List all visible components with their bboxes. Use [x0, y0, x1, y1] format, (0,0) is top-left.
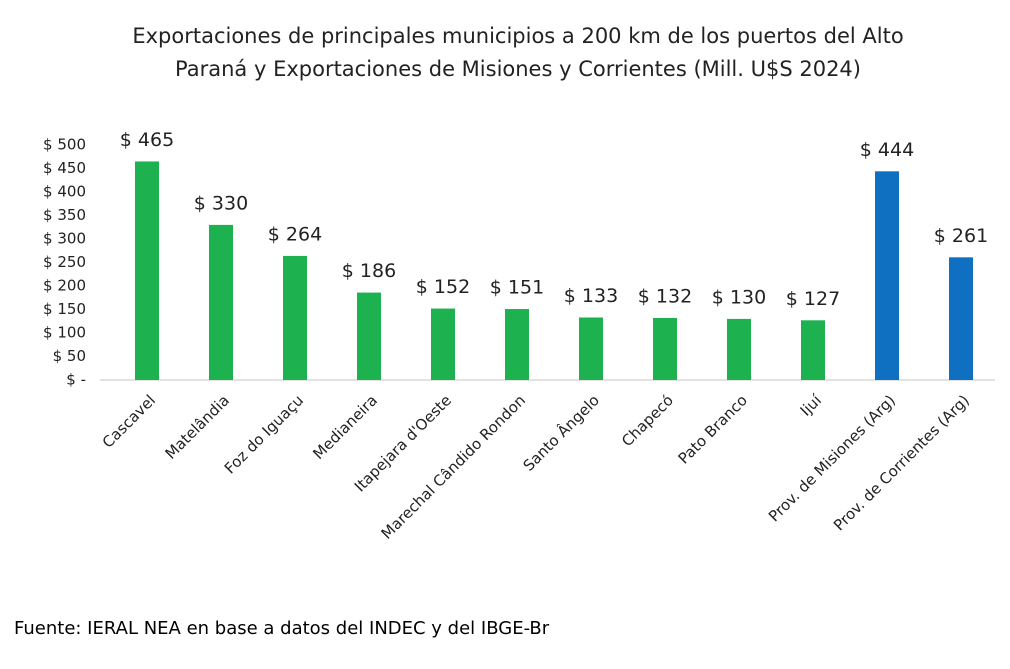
- x-tick-label: Marechal Cândido Rondon: [378, 391, 529, 542]
- data-label: $ 151: [490, 277, 544, 299]
- bar: [727, 318, 751, 380]
- x-tick-label: Matelândia: [162, 391, 233, 462]
- data-label: $ 127: [786, 288, 840, 310]
- bar: [875, 171, 899, 380]
- data-label: $ 261: [934, 225, 988, 247]
- data-label: $ 264: [268, 223, 322, 245]
- y-tick-label: $ 300: [43, 230, 86, 248]
- bar: [653, 317, 677, 380]
- data-label: $ 133: [564, 285, 618, 307]
- bar: [431, 308, 455, 380]
- bar: [505, 309, 529, 380]
- data-label: $ 132: [638, 285, 692, 307]
- x-tick-label: Chapecó: [618, 391, 677, 450]
- x-tick-label: Pato Branco: [675, 391, 751, 467]
- y-tick-label: $ 250: [43, 253, 86, 271]
- bar: [283, 255, 307, 380]
- data-label: $ 130: [712, 286, 766, 308]
- x-tick-label: Prov. de Misiones (Arg): [765, 391, 899, 525]
- data-label: $ 465: [120, 129, 174, 151]
- x-tick-label: Cascavel: [99, 391, 159, 451]
- x-tick-label: Foz do Iguaçu: [221, 391, 307, 477]
- data-label: $ 152: [416, 276, 470, 298]
- bar: [949, 257, 973, 380]
- x-tick-label: Prov. de Corrientes (Arg): [830, 391, 973, 534]
- data-label: $ 444: [860, 139, 914, 161]
- bar: [801, 320, 825, 380]
- bar: [135, 161, 159, 380]
- y-tick-label: $ 50: [53, 347, 86, 365]
- chart-title: Exportaciones de principales municipios …: [132, 24, 904, 81]
- y-tick-label: $ 400: [43, 183, 86, 201]
- y-tick-label: $ -: [66, 371, 86, 389]
- bar: [209, 224, 233, 380]
- x-tick-label: Santo Ângelo: [519, 391, 603, 475]
- x-tick-label: Ijuí: [797, 391, 826, 420]
- y-tick-label: $ 100: [43, 324, 86, 342]
- bar: [579, 317, 603, 380]
- data-label: $ 186: [342, 260, 396, 282]
- data-label: $ 330: [194, 192, 248, 214]
- source-note: Fuente: IERAL NEA en base a datos del IN…: [14, 618, 550, 639]
- y-tick-label: $ 200: [43, 277, 86, 295]
- y-tick-label: $ 500: [43, 136, 86, 154]
- y-tick-label: $ 150: [43, 300, 86, 318]
- x-tick-label: Medianeira: [309, 391, 381, 463]
- bar: [357, 292, 381, 380]
- y-tick-label: $ 350: [43, 206, 86, 224]
- chart: $ - $ 50 $ 100 $ 150 $ 200 $ 250 $ 300 $ 350 $ 4…: [43, 129, 995, 543]
- y-tick-label: $ 450: [43, 159, 86, 177]
